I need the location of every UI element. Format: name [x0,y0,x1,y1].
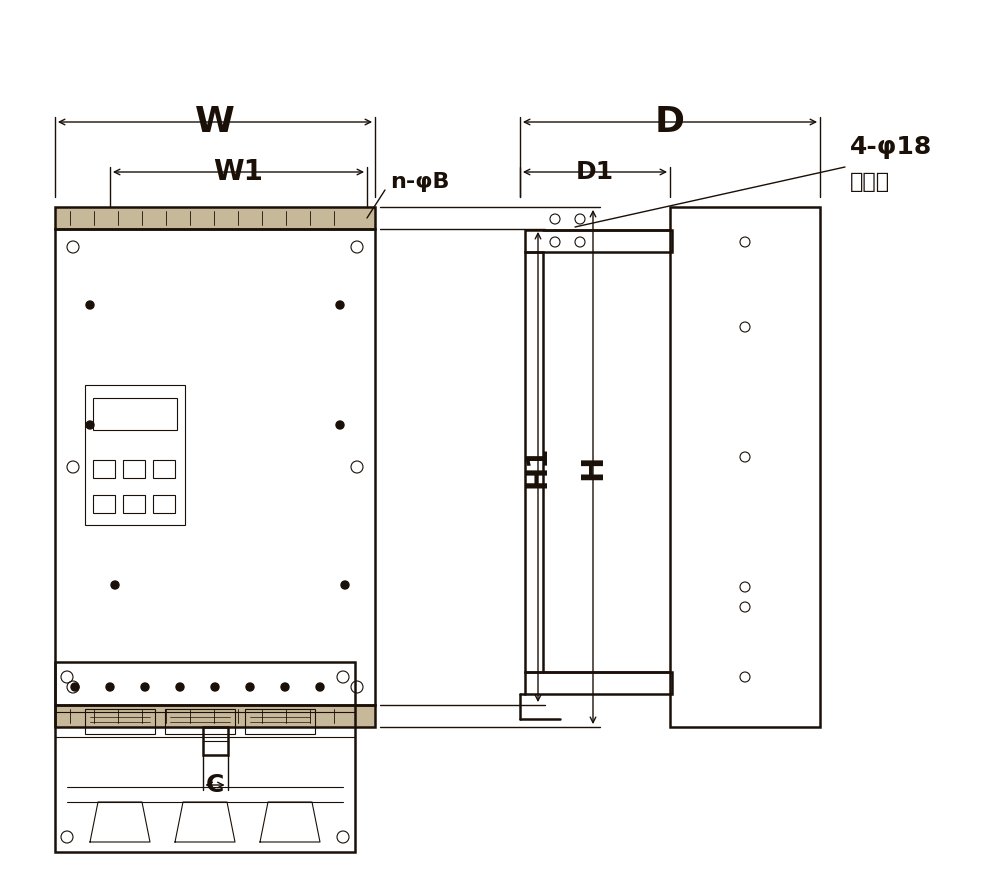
Bar [85,385,185,525]
Circle shape [111,581,119,589]
Bar [55,207,375,229]
Text: 4-φ18: 4-φ18 [850,135,932,159]
Circle shape [316,683,324,691]
Bar [123,495,145,513]
Circle shape [86,301,94,309]
Circle shape [341,581,349,589]
Bar [85,709,155,734]
Circle shape [281,683,289,691]
Text: C: C [206,773,224,797]
Text: W1: W1 [214,158,263,186]
Circle shape [86,421,94,429]
Circle shape [176,683,184,691]
Text: 吊り穴: 吊り穴 [850,172,890,192]
Bar [165,709,235,734]
Bar [93,460,115,478]
Bar [123,460,145,478]
Text: D1: D1 [576,160,614,184]
Bar [153,460,175,478]
Bar [203,727,228,755]
Circle shape [246,683,254,691]
Text: H: H [578,454,608,480]
Bar [525,672,672,694]
Text: H1: H1 [524,446,552,488]
Bar [55,705,375,727]
Bar [93,495,115,513]
Circle shape [211,683,219,691]
Circle shape [336,301,344,309]
Circle shape [71,683,79,691]
Bar [525,252,543,672]
Bar [245,709,315,734]
Circle shape [106,683,114,691]
Circle shape [336,421,344,429]
Text: D: D [655,105,685,139]
Bar [670,207,820,727]
Bar [153,495,175,513]
Bar [525,230,672,252]
Bar [93,398,177,430]
Circle shape [141,683,149,691]
Text: W: W [195,105,235,139]
Text: n-φB: n-φB [390,172,450,192]
Bar [55,662,355,852]
Bar [55,229,375,705]
